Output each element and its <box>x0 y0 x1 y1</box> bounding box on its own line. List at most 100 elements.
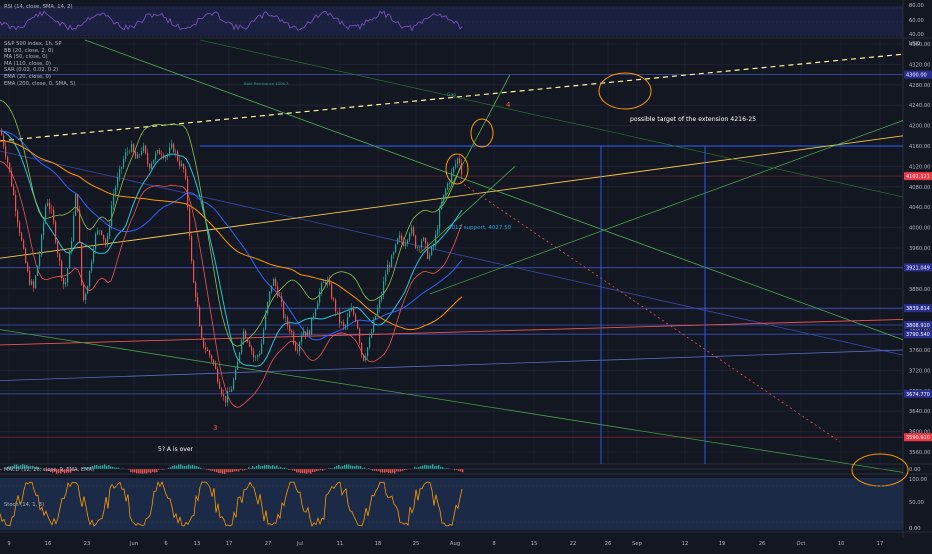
time-tick-label: Sep <box>632 541 642 547</box>
legend-bb[interactable]: BB (20, close, 2, 0) <box>4 48 75 55</box>
macd-bar <box>334 467 335 469</box>
legend-ema20[interactable]: EMA (20, close, 0) <box>4 74 75 81</box>
annotation: 4 <box>506 101 511 109</box>
candle-body <box>103 235 104 240</box>
candle-body <box>435 235 436 246</box>
price-tick-label: 3560.00 <box>909 450 930 456</box>
candle-body <box>225 396 226 402</box>
time-tick-label: Jul <box>296 541 303 547</box>
candle-body <box>215 363 216 369</box>
candle-body <box>239 352 240 362</box>
macd-bar <box>198 467 199 469</box>
time-tick-label: 15 <box>531 541 538 547</box>
candle-body <box>317 303 318 310</box>
candle-body <box>331 285 332 299</box>
candle-body <box>349 311 350 317</box>
candle-body <box>359 329 360 343</box>
macd-bar <box>354 466 355 469</box>
macd-bar <box>266 465 267 469</box>
candle-body <box>351 308 352 311</box>
candle-body <box>345 326 346 327</box>
candle-body <box>35 276 36 288</box>
macd-bar <box>422 466 423 469</box>
candle-body <box>115 188 116 194</box>
legend-ema200[interactable]: EMA (200, close, 0, SMA, 5) <box>4 81 75 88</box>
time-tick-label: Aug <box>450 541 460 547</box>
macd-bar <box>382 469 383 473</box>
annotation: possible target of the extension 4216-25 <box>630 116 756 123</box>
macd-bar <box>434 466 435 469</box>
candle-body <box>39 255 40 266</box>
candle-body <box>285 317 286 318</box>
candle-body <box>207 350 208 351</box>
macd-bar <box>262 466 263 469</box>
candle-body <box>47 203 48 206</box>
candle-body <box>93 249 94 262</box>
macd-bar <box>188 465 189 469</box>
rsi-label[interactable]: RSI (14, close, SMA, 14, 2) <box>4 4 73 10</box>
macd-bar <box>140 469 141 473</box>
macd-bar <box>310 469 311 474</box>
candle-body <box>437 229 438 235</box>
macd-bar <box>146 469 147 473</box>
macd-bar <box>308 469 309 473</box>
macd-bar <box>232 469 233 472</box>
macd-bar <box>318 469 319 471</box>
legend-ma50[interactable]: MA (50, close, 0) <box>4 54 75 61</box>
candle-body <box>37 266 38 276</box>
stoch-label[interactable]: Stoch (14, 1, 3) <box>4 502 44 508</box>
candle-body <box>237 362 238 370</box>
candle-body <box>343 322 344 326</box>
candle-body <box>311 317 312 335</box>
candle-body <box>229 391 230 392</box>
candle-body <box>297 350 298 351</box>
candle-body <box>179 161 180 166</box>
candle-body <box>357 321 358 329</box>
macd-bar <box>104 464 105 469</box>
price-tick-label: 4080.00 <box>909 185 930 191</box>
candle-body <box>193 261 194 283</box>
candle-body <box>73 216 74 241</box>
price-label: 3921.049 <box>906 265 930 271</box>
main-legend[interactable]: S&P 500 index, 1h, SP BB (20, close, 2, … <box>4 41 75 87</box>
candle-body <box>227 391 228 402</box>
symbol-title: S&P 500 index, 1h, SP <box>4 41 75 48</box>
price-tick-label: 4200.00 <box>909 124 930 130</box>
candle-body <box>313 316 314 317</box>
candle-body <box>301 335 302 342</box>
macd-bar <box>96 465 97 469</box>
candle-body <box>119 169 120 178</box>
macd-bar <box>152 469 153 472</box>
macd-label[interactable]: MACD (12, 26, close, 9, EMA, EMA) <box>4 467 94 473</box>
candle-body <box>31 281 32 284</box>
candle-body <box>299 342 300 351</box>
currency-label: USD <box>909 41 920 47</box>
candle-body <box>233 379 234 389</box>
macd-bar <box>236 469 237 471</box>
candle-body <box>423 238 424 241</box>
candle-body <box>251 347 252 351</box>
candle-body <box>403 241 404 246</box>
price-axis[interactable]: 4360.004320.004280.004240.004200.004160.… <box>904 41 932 456</box>
annotation: 4012 support, 4027.50 <box>448 225 512 231</box>
candle-body <box>273 279 274 286</box>
legend-sar[interactable]: SAR (0.02, 0.02, 0.2) <box>4 67 75 74</box>
candle-body <box>449 182 450 183</box>
macd-bar <box>172 466 173 469</box>
candle-body <box>167 155 168 157</box>
macd-bar <box>150 469 151 473</box>
macd-bar <box>300 469 301 473</box>
macd-bar <box>458 469 459 471</box>
candle-body <box>77 194 78 210</box>
macd-bar <box>420 466 421 469</box>
candle-body <box>107 236 108 245</box>
macd-bar <box>132 469 133 472</box>
candle-body <box>5 146 6 156</box>
candle-body <box>117 177 118 187</box>
legend-ma110[interactable]: MA (110, close, 0) <box>4 61 75 68</box>
candle-body <box>125 152 126 159</box>
macd-bar <box>390 469 391 473</box>
macd-bar <box>298 469 299 472</box>
candle-body <box>223 395 224 396</box>
